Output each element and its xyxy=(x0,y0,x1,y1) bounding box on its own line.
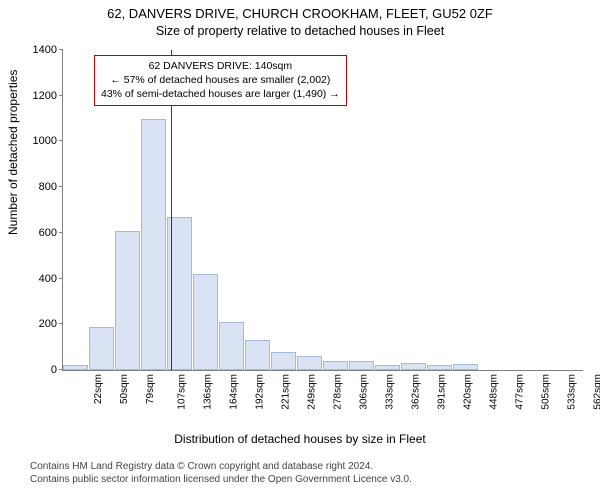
histogram-bar xyxy=(297,356,322,370)
histogram-bar xyxy=(63,365,88,370)
histogram-bar xyxy=(219,322,244,370)
histogram-bar xyxy=(245,340,270,370)
credit-text: Contains HM Land Registry data © Crown c… xyxy=(30,460,590,486)
x-tick-label: 50sqm xyxy=(119,374,130,404)
histogram-bar xyxy=(453,364,478,370)
y-tick-label: 1000 xyxy=(33,135,63,147)
y-axis-label: Number of detached properties xyxy=(6,70,20,235)
x-tick-label: 533sqm xyxy=(567,374,578,410)
x-tick-label: 136sqm xyxy=(203,374,214,410)
x-tick-label: 79sqm xyxy=(145,374,156,404)
x-tick-label: 249sqm xyxy=(307,374,318,410)
y-tick-label: 1400 xyxy=(33,44,63,56)
chart-title: 62, DANVERS DRIVE, CHURCH CROOKHAM, FLEE… xyxy=(0,6,600,21)
histogram-bar xyxy=(427,365,452,370)
y-tick-label: 200 xyxy=(39,318,63,330)
x-tick-label: 107sqm xyxy=(177,374,188,410)
credit-line-1: Contains HM Land Registry data © Crown c… xyxy=(30,460,590,473)
y-tick-mark xyxy=(59,186,63,187)
x-tick-label: 192sqm xyxy=(255,374,266,410)
x-tick-label: 278sqm xyxy=(333,374,344,410)
y-tick-label: 0 xyxy=(51,364,63,376)
y-tick-mark xyxy=(59,232,63,233)
annotation-box: 62 DANVERS DRIVE: 140sqm ← 57% of detach… xyxy=(94,55,347,106)
credit-line-2: Contains public sector information licen… xyxy=(30,473,590,486)
x-tick-label: 221sqm xyxy=(281,374,292,410)
y-tick-label: 400 xyxy=(39,273,63,285)
x-tick-label: 505sqm xyxy=(541,374,552,410)
annotation-line-3: 43% of semi-detached houses are larger (… xyxy=(101,87,340,101)
histogram-bar xyxy=(271,352,296,370)
histogram-bar xyxy=(193,274,218,370)
histogram-bar xyxy=(349,361,374,370)
x-tick-label: 333sqm xyxy=(385,374,396,410)
histogram-bar xyxy=(323,361,348,370)
x-tick-label: 477sqm xyxy=(515,374,526,410)
x-tick-label: 448sqm xyxy=(489,374,500,410)
x-tick-label: 164sqm xyxy=(229,374,240,410)
y-tick-mark xyxy=(59,49,63,50)
y-tick-mark xyxy=(59,278,63,279)
x-axis-label: Distribution of detached houses by size … xyxy=(0,432,600,446)
y-tick-label: 600 xyxy=(39,227,63,239)
histogram-bar xyxy=(375,365,400,370)
y-tick-label: 800 xyxy=(39,181,63,193)
x-tick-label: 420sqm xyxy=(463,374,474,410)
histogram-bar xyxy=(89,327,114,370)
annotation-line-1: 62 DANVERS DRIVE: 140sqm xyxy=(101,59,340,73)
x-tick-label: 22sqm xyxy=(93,374,104,404)
y-tick-label: 1200 xyxy=(33,90,63,102)
chart-subtitle: Size of property relative to detached ho… xyxy=(0,24,600,38)
y-tick-mark xyxy=(59,140,63,141)
histogram-bar xyxy=(141,119,166,370)
x-tick-label: 306sqm xyxy=(359,374,370,410)
y-tick-mark xyxy=(59,95,63,96)
y-tick-mark xyxy=(59,323,63,324)
annotation-line-2: ← 57% of detached houses are smaller (2,… xyxy=(101,73,340,87)
x-tick-label: 391sqm xyxy=(437,374,448,410)
x-tick-label: 562sqm xyxy=(593,374,600,410)
histogram-bar xyxy=(401,363,426,370)
histogram-bar xyxy=(115,231,140,370)
x-tick-label: 362sqm xyxy=(411,374,422,410)
